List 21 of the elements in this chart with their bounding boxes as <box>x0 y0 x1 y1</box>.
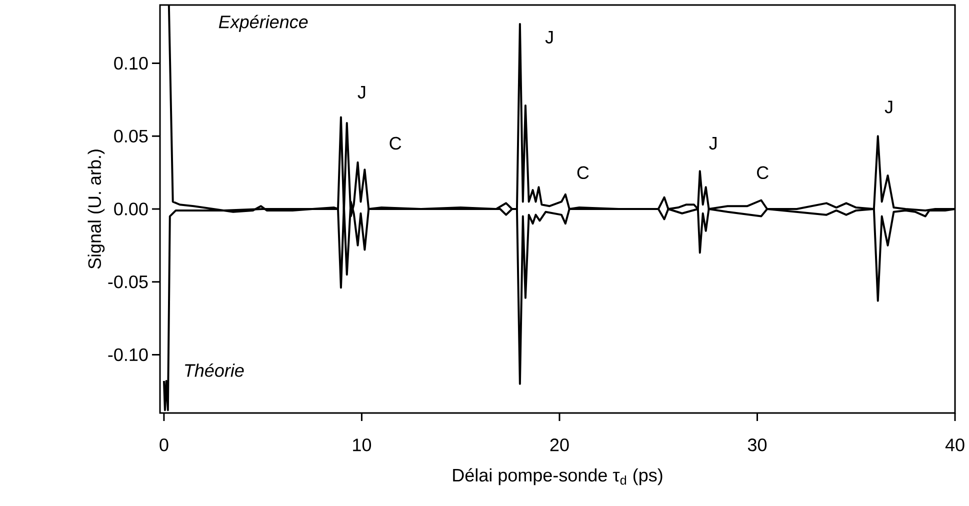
annotation: C <box>390 136 402 150</box>
x-axis-title: Délai pompe-sonde τ$_{d}$ (ps) <box>453 468 662 486</box>
annotation: J <box>884 100 892 114</box>
y-tick-label: -0.10 <box>108 348 148 362</box>
y-tick-label: 0.00 <box>114 202 148 216</box>
y-tick-label: -0.05 <box>108 275 148 288</box>
text: Expérience <box>218 14 308 32</box>
y-tick-label: 0.10 <box>114 56 148 70</box>
x-tick-label: 40 <box>945 438 964 452</box>
x-tick-label: 0 <box>160 438 168 452</box>
series-label: Théorie <box>185 363 244 377</box>
y-tick-label: 0.05 <box>114 130 148 143</box>
x-tick-label: 30 <box>748 438 767 452</box>
annotation: J <box>709 137 716 150</box>
annotation: J <box>358 86 366 99</box>
annotation: C <box>757 166 768 180</box>
x-tick-label: 10 <box>353 438 372 452</box>
annotation: C <box>577 166 589 180</box>
annotation: J <box>545 30 553 44</box>
y-axis-title: Signal (U. arb.) <box>88 150 105 269</box>
x-tick-label: 20 <box>550 438 569 452</box>
